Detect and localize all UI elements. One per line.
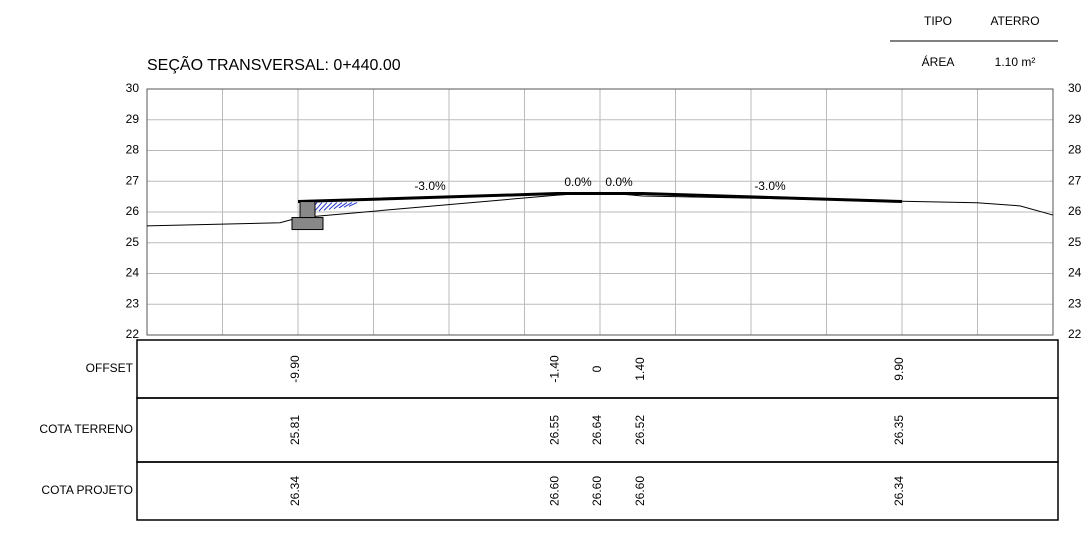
row-value: 0 bbox=[590, 365, 604, 372]
row-label: COTA PROJETO bbox=[41, 483, 133, 497]
row-value: 26.60 bbox=[633, 476, 647, 506]
y-tick-label: 27 bbox=[126, 173, 140, 187]
y-tick-label-right: 29 bbox=[1068, 112, 1082, 126]
y-tick-label: 29 bbox=[126, 112, 140, 126]
slope-label: -3.0% bbox=[754, 179, 786, 193]
design-line bbox=[297, 192, 903, 204]
y-tick-label-right: 22 bbox=[1068, 327, 1082, 341]
y-tick-label: 28 bbox=[126, 143, 140, 157]
slope-label: 0.0% bbox=[605, 175, 633, 189]
info-header: TIPO bbox=[924, 14, 952, 28]
row-label: OFFSET bbox=[86, 361, 134, 375]
row-value: 26.34 bbox=[288, 476, 302, 506]
info-header: ATERRO bbox=[990, 14, 1039, 28]
data-table: OFFSET -9.90 -1.40 0 1.40 9.90 COTA TERRENO 25.… bbox=[39, 339, 1059, 521]
curb bbox=[299, 201, 316, 219]
row-value: 26.55 bbox=[547, 415, 561, 445]
y-tick-label-right: 24 bbox=[1068, 266, 1082, 280]
slope-label: -3.0% bbox=[414, 179, 446, 193]
y-tick-label-right: 23 bbox=[1068, 296, 1082, 310]
row-value: 26.34 bbox=[892, 476, 906, 506]
y-tick-label-right: 30 bbox=[1068, 81, 1082, 95]
y-tick-label: 25 bbox=[126, 235, 140, 249]
fill-hatch bbox=[338, 202, 348, 209]
y-tick-label: 30 bbox=[126, 81, 140, 95]
fill-hatch bbox=[343, 202, 353, 208]
y-tick-label-right: 28 bbox=[1068, 143, 1082, 157]
y-tick-label-right: 27 bbox=[1068, 173, 1082, 187]
curb-base bbox=[291, 217, 324, 231]
profile: -3.0% 0.0% 0.0% -3.0% bbox=[146, 175, 1054, 231]
fill-hatch bbox=[323, 202, 333, 211]
row-value: 26.60 bbox=[547, 476, 561, 506]
y-tick-label-right: 26 bbox=[1068, 204, 1082, 218]
section-title: SEÇÃO TRANSVERSAL: 0+440.00 bbox=[147, 54, 401, 74]
y-tick-label: 26 bbox=[126, 204, 140, 218]
row-value: -9.90 bbox=[288, 355, 302, 383]
row-value: 26.64 bbox=[590, 415, 604, 445]
fill-hatch bbox=[348, 202, 358, 207]
info-cell: 1.10 m² bbox=[995, 55, 1036, 69]
info-cell: ÁREA bbox=[922, 54, 955, 69]
row-value: 26.35 bbox=[892, 415, 906, 445]
grid: 22 22 23 23 24 24 25 25 26 26 27 27 28 28 29 29 30 30 bbox=[126, 81, 1082, 341]
fill-hatch bbox=[328, 202, 338, 210]
row-value: 26.52 bbox=[633, 415, 647, 445]
y-tick-label: 24 bbox=[126, 266, 140, 280]
fill-hatch bbox=[333, 202, 343, 210]
row-value: 26.60 bbox=[590, 476, 604, 506]
plot-frame bbox=[146, 88, 1054, 336]
row-label: COTA TERRENO bbox=[39, 422, 133, 436]
y-tick-label: 22 bbox=[126, 327, 140, 341]
y-tick-label-right: 25 bbox=[1068, 235, 1082, 249]
row-value: 25.81 bbox=[288, 415, 302, 445]
slope-label: 0.0% bbox=[564, 175, 592, 189]
fill-hatch bbox=[318, 202, 328, 212]
row-value: 9.90 bbox=[892, 357, 906, 381]
y-tick-label: 23 bbox=[126, 296, 140, 310]
table-row bbox=[136, 461, 1059, 521]
row-value: 1.40 bbox=[633, 357, 647, 381]
row-value: -1.40 bbox=[547, 355, 561, 383]
